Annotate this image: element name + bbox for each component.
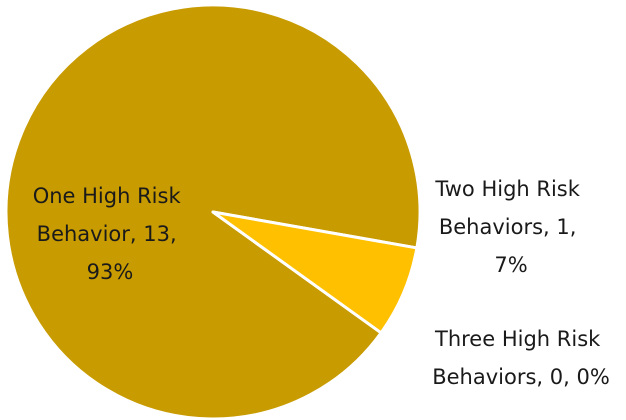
- pie-slice-2: [211, 210, 419, 335]
- pie-slices: [4, 3, 422, 420]
- data-label-two-high-risk: Two High Risk Behaviors, 1, 7%: [434, 177, 586, 277]
- data-label-three-high-risk: Three High Risk Behaviors, 0, 0%: [432, 327, 610, 389]
- data-label-one-high-risk: One High Risk Behavior, 13, 93%: [33, 184, 188, 284]
